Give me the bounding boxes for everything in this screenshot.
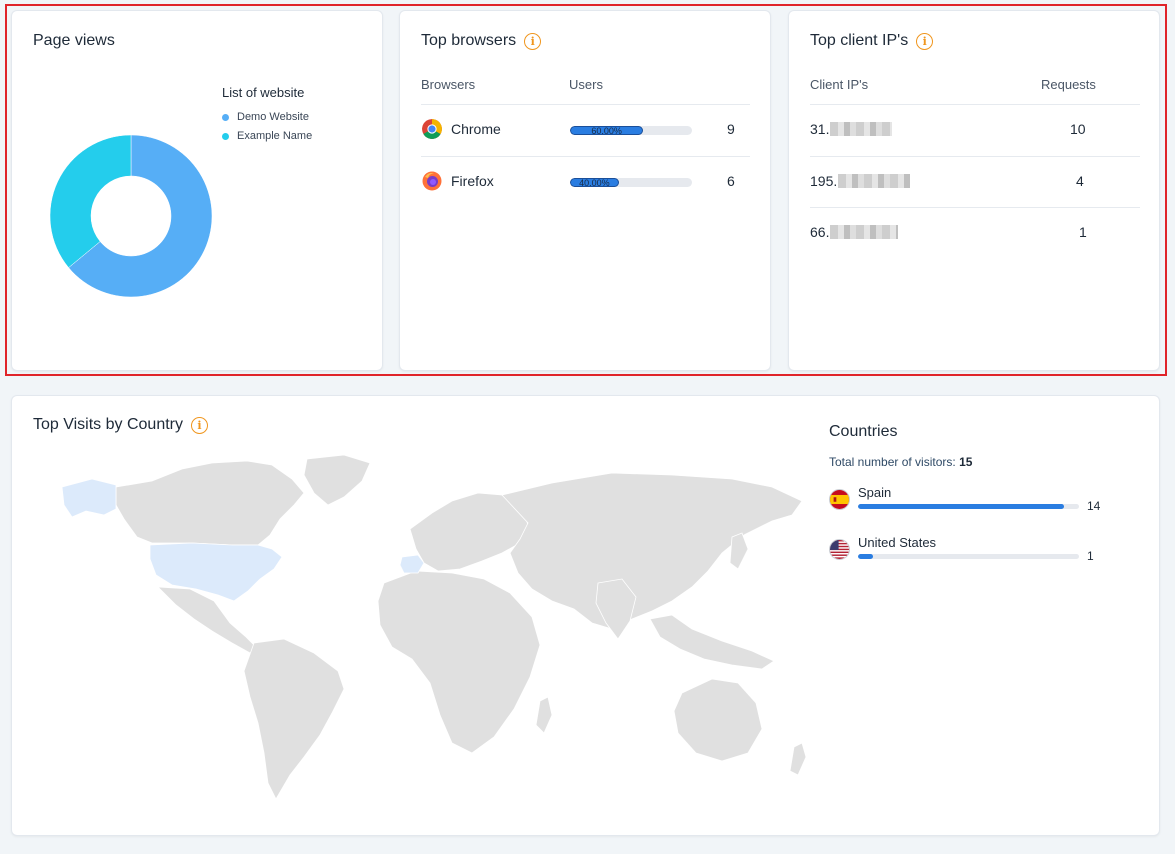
column-header-requests: Requests bbox=[1041, 77, 1096, 92]
table-row: 195. 4 bbox=[810, 167, 1140, 197]
request-count: 4 bbox=[1076, 173, 1084, 189]
usage-percent: 40.00% bbox=[579, 178, 610, 187]
map-region-alaska bbox=[61, 478, 117, 518]
usage-bar-fill: 60.00% bbox=[570, 126, 644, 135]
map-region-australia bbox=[673, 678, 763, 762]
top-browsers-card: Top browsers i Browsers Users Chrome 60.… bbox=[399, 10, 771, 371]
usage-bar: 60.00% bbox=[570, 126, 692, 135]
total-visitors-label: Total number of visitors: bbox=[829, 455, 956, 469]
map-region-south-america bbox=[243, 638, 345, 800]
map-region-spain bbox=[399, 554, 425, 574]
countries-title: Countries bbox=[829, 423, 898, 440]
country-visits-count: 14 bbox=[1087, 499, 1101, 513]
top-visits-heading: Top Visits by Country i bbox=[33, 416, 208, 434]
page-views-donut-chart bbox=[49, 134, 213, 298]
donut-slice-demo-website[interactable] bbox=[68, 134, 213, 298]
table-row: 66. 1 bbox=[810, 218, 1140, 248]
map-region-japan bbox=[729, 532, 749, 570]
client-ip-prefix: 31. bbox=[810, 121, 830, 137]
country-visits-bar bbox=[858, 504, 1079, 509]
country-visits-bar-fill bbox=[858, 554, 874, 559]
column-header-client-ips: Client IP's bbox=[810, 77, 869, 92]
map-region-united-states bbox=[149, 542, 283, 602]
map-region-canada bbox=[115, 460, 305, 546]
map-region-europe bbox=[409, 492, 529, 572]
map-region-new-zealand bbox=[789, 742, 807, 776]
legend-dot-icon bbox=[222, 113, 229, 121]
legend-item-example-name[interactable]: Example Name bbox=[222, 130, 312, 142]
usage-bar-fill: 40.00% bbox=[570, 178, 619, 187]
top-client-ips-card: Top client IP's i Client IP's Requests 3… bbox=[788, 10, 1160, 371]
table-row: Chrome 60.00% 9 bbox=[422, 115, 752, 145]
country-name: Spain bbox=[858, 485, 892, 500]
chrome-icon bbox=[422, 119, 442, 139]
client-ip: 195. bbox=[810, 173, 911, 189]
column-header-browsers: Browsers bbox=[421, 77, 476, 92]
table-row: 31. 10 bbox=[810, 115, 1140, 145]
map-region-greenland bbox=[303, 454, 371, 506]
browser-users-count: 9 bbox=[727, 121, 735, 137]
country-name: United States bbox=[858, 535, 937, 550]
request-count: 1 bbox=[1079, 224, 1087, 240]
redacted-ip-blur bbox=[838, 174, 911, 188]
country-row-spain: Spain 14 bbox=[829, 485, 1109, 519]
usage-percent: 60.00% bbox=[591, 126, 622, 135]
legend-item-demo-website[interactable]: Demo Website bbox=[222, 111, 309, 123]
usage-bar: 40.00% bbox=[570, 178, 692, 187]
request-count: 10 bbox=[1070, 121, 1086, 137]
map-region-india bbox=[595, 578, 637, 640]
client-ip-prefix: 195. bbox=[810, 173, 838, 189]
divider bbox=[810, 156, 1140, 157]
column-header-users: Users bbox=[569, 77, 603, 92]
info-icon[interactable]: i bbox=[191, 416, 208, 434]
map-region-southeast-asia bbox=[649, 614, 775, 670]
country-visits-count: 1 bbox=[1087, 549, 1094, 563]
browser-name: Chrome bbox=[451, 121, 501, 137]
redacted-ip-blur bbox=[830, 225, 899, 239]
world-map[interactable] bbox=[32, 453, 812, 813]
browser-name: Firefox bbox=[451, 173, 494, 189]
page-views-title: Page views bbox=[33, 32, 115, 49]
map-region-africa bbox=[377, 570, 541, 754]
map-region-madagascar bbox=[535, 696, 553, 734]
info-icon[interactable]: i bbox=[916, 32, 934, 50]
country-visits-bar bbox=[858, 554, 1079, 559]
spain-flag-icon bbox=[829, 489, 850, 510]
divider bbox=[421, 104, 750, 105]
divider bbox=[810, 207, 1140, 208]
client-ip: 66. bbox=[810, 224, 899, 240]
total-visitors: Total number of visitors: 15 bbox=[829, 455, 972, 469]
page-views-card: Page views List of website Demo Website … bbox=[11, 10, 383, 371]
legend-title: List of website bbox=[222, 85, 305, 100]
top-browsers-heading: Top browsers i bbox=[421, 32, 542, 50]
map-region-asia bbox=[501, 472, 803, 630]
browser-users-count: 6 bbox=[727, 173, 735, 189]
top-client-ips-heading: Top client IP's i bbox=[810, 32, 934, 50]
top-browsers-title: Top browsers bbox=[421, 32, 517, 49]
top-visits-by-country-card: Top Visits by Country i bbox=[11, 395, 1160, 836]
client-ip: 31. bbox=[810, 121, 893, 137]
total-visitors-value: 15 bbox=[959, 455, 973, 469]
divider bbox=[810, 104, 1140, 105]
map-region-mexico bbox=[156, 586, 259, 654]
legend-label: Example Name bbox=[237, 130, 313, 142]
usa-flag-icon bbox=[829, 539, 850, 560]
country-row-united-states: United States 1 bbox=[829, 535, 1109, 569]
redacted-ip-blur bbox=[830, 122, 893, 136]
legend-label: Demo Website bbox=[237, 111, 309, 123]
legend-dot-icon bbox=[222, 132, 229, 140]
top-visits-title: Top Visits by Country bbox=[33, 416, 183, 433]
firefox-icon bbox=[422, 171, 442, 191]
client-ip-prefix: 66. bbox=[810, 224, 830, 240]
donut-slice-example-name[interactable] bbox=[49, 134, 132, 268]
country-visits-bar-fill bbox=[858, 504, 1064, 509]
top-client-ips-title: Top client IP's bbox=[810, 32, 909, 49]
divider bbox=[421, 156, 750, 157]
table-row: Firefox 40.00% 6 bbox=[422, 167, 752, 197]
info-icon[interactable]: i bbox=[524, 32, 542, 50]
